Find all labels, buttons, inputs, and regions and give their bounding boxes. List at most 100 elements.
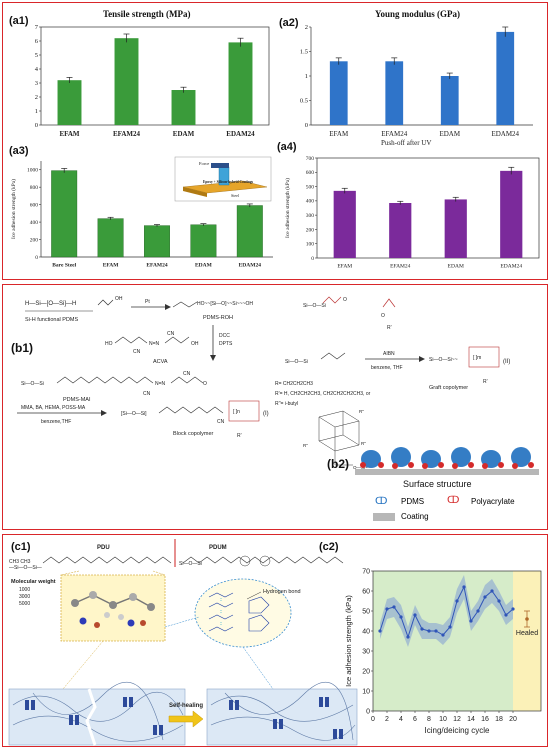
svg-text:Pt: Pt xyxy=(145,299,150,305)
svg-text:(II): (II) xyxy=(503,359,510,365)
svg-text:Si-H functional PDMS: Si-H functional PDMS xyxy=(25,317,79,323)
data-point xyxy=(476,609,480,613)
category-label: EFAM xyxy=(103,263,120,269)
title-a2: Young modulus (GPa) xyxy=(375,9,461,19)
bar-efam24 xyxy=(389,203,412,258)
svg-text:MMA, BA, HEMA, POSS-MA: MMA, BA, HEMA, POSS-MA xyxy=(21,405,86,411)
bar-edam xyxy=(190,224,217,258)
svg-text:Molecular weight: Molecular weight xyxy=(11,579,56,585)
bar-efam xyxy=(329,61,348,125)
category-label: EDAM xyxy=(173,130,195,138)
category-label: EFAM xyxy=(59,130,79,138)
svg-text:5000: 5000 xyxy=(19,601,30,607)
y-tick-label: 700 xyxy=(306,156,315,162)
surface-structure-illustration xyxy=(355,447,539,475)
chart-a2-young: 0 0.5 1 1.5 2 EFAM EFAM24 EDAM EDAM24 xyxy=(300,24,533,138)
data-point xyxy=(441,633,445,637)
bar-efam24 xyxy=(144,225,170,258)
x-tick-label: 10 xyxy=(439,716,447,723)
svg-text:R': R' xyxy=(483,379,488,385)
x-tick-label: 8 xyxy=(427,716,431,723)
x-tick-label: 0 xyxy=(371,716,375,723)
svg-text:CN: CN xyxy=(167,331,175,337)
bar-efam24 xyxy=(114,38,139,126)
x-axis-label: Icing/deicing cycle xyxy=(425,726,490,735)
category-label: EDAM xyxy=(439,130,460,138)
y-tick-label: 6 xyxy=(35,38,39,45)
x-tick-label: 12 xyxy=(453,716,461,723)
y-tick-label: 5 xyxy=(35,52,38,59)
category-label: Bare Steel xyxy=(52,263,76,269)
data-point xyxy=(448,625,452,629)
y-tick-label: 0 xyxy=(35,122,38,129)
svg-text:benzene, THF: benzene, THF xyxy=(371,365,403,371)
data-point xyxy=(455,599,459,603)
category-label: EDAM xyxy=(448,264,464,270)
svg-text:[ ]m: [ ]m xyxy=(473,355,481,361)
svg-text:[ ]n: [ ]n xyxy=(233,409,240,415)
category-label: EDAM24 xyxy=(226,130,255,138)
svg-text:N=N: N=N xyxy=(149,341,160,347)
bar-edam xyxy=(444,199,467,258)
x-tick-label: 16 xyxy=(481,716,489,723)
bar-efam xyxy=(97,218,124,258)
bar-edam24 xyxy=(496,31,515,125)
y-tick-label: 2 xyxy=(35,94,38,101)
svg-text:[Si—O—Si]: [Si—O—Si] xyxy=(121,411,147,417)
inset-force-label: Force xyxy=(199,161,209,166)
legend-pdms: PDMS xyxy=(401,497,425,506)
label-a2: (a2) xyxy=(279,17,299,29)
y-tick-label: 20 xyxy=(362,669,370,676)
y-tick-label: 10 xyxy=(362,689,370,696)
label-c1: (c1) xyxy=(11,541,31,553)
data-point xyxy=(483,595,487,599)
error-band xyxy=(380,575,513,647)
x-tick-label: 18 xyxy=(495,716,503,723)
label-c2: (c2) xyxy=(319,541,339,553)
surface-structure-title: Surface structure xyxy=(403,479,472,489)
y-axis-label: Ice adhesion strength (kPa) xyxy=(10,179,17,239)
acva-structure: HO N=N OH CN CN ACVA xyxy=(105,331,199,365)
svg-text:O: O xyxy=(203,381,207,387)
data-point xyxy=(399,615,403,619)
bar-bare-steel xyxy=(51,170,78,258)
svg-text:PDMS-MAI: PDMS-MAI xyxy=(63,397,91,403)
data-point xyxy=(420,627,424,631)
y-tick-label: 4 xyxy=(35,66,39,73)
svg-text:CN: CN xyxy=(217,419,225,425)
svg-text:benzene,THF: benzene,THF xyxy=(41,419,71,425)
y-tick-label: 1000 xyxy=(27,168,38,174)
category-label: EFAM xyxy=(329,130,349,138)
svg-text:1000: 1000 xyxy=(19,587,30,593)
bar-efam24 xyxy=(385,61,404,125)
label-b2: (b2) xyxy=(327,457,349,471)
label-a4: (a4) xyxy=(277,141,297,153)
title-a1: Tensile strength (MPa) xyxy=(103,9,191,19)
svg-text:CH3 CH3: CH3 CH3 xyxy=(9,559,31,565)
y-tick-label: 200 xyxy=(30,237,39,243)
plot-frame xyxy=(40,26,270,126)
y-tick-label: 60 xyxy=(362,589,370,596)
y-tick-label: 50 xyxy=(362,609,370,616)
legend-pdms-icon: ↀ xyxy=(375,496,388,507)
svg-text:OH: OH xyxy=(115,296,123,302)
plot-frame xyxy=(316,157,540,259)
legend-coating: Coating xyxy=(401,512,429,521)
x-tick-label: 2 xyxy=(385,716,389,723)
svg-text:R': R' xyxy=(387,325,392,331)
svg-text:DPTS: DPTS xyxy=(219,341,233,347)
y-tick-label: 1.5 xyxy=(300,49,308,56)
legend-polyacrylate: Polyacrylate xyxy=(471,497,515,506)
svg-text:PDUM: PDUM xyxy=(209,545,227,551)
y-tick-label: 0 xyxy=(366,709,370,716)
svg-text:Graft copolymer: Graft copolymer xyxy=(429,385,468,391)
svg-text:CN: CN xyxy=(143,391,151,397)
cycle-region xyxy=(373,571,513,711)
y-tick-label: 2 xyxy=(305,24,308,31)
svg-text:R'': R'' xyxy=(303,443,308,448)
chart-a4-pushoff: 0 100 200 300 400 500 600 700 EFAM EFAM24 EDAM EDAM… xyxy=(284,156,540,270)
y-tick-label: 200 xyxy=(306,227,315,233)
y-tick-label: 400 xyxy=(306,199,315,205)
x-tick-label: 14 xyxy=(467,716,475,723)
svg-text:Block copolymer: Block copolymer xyxy=(173,431,214,437)
